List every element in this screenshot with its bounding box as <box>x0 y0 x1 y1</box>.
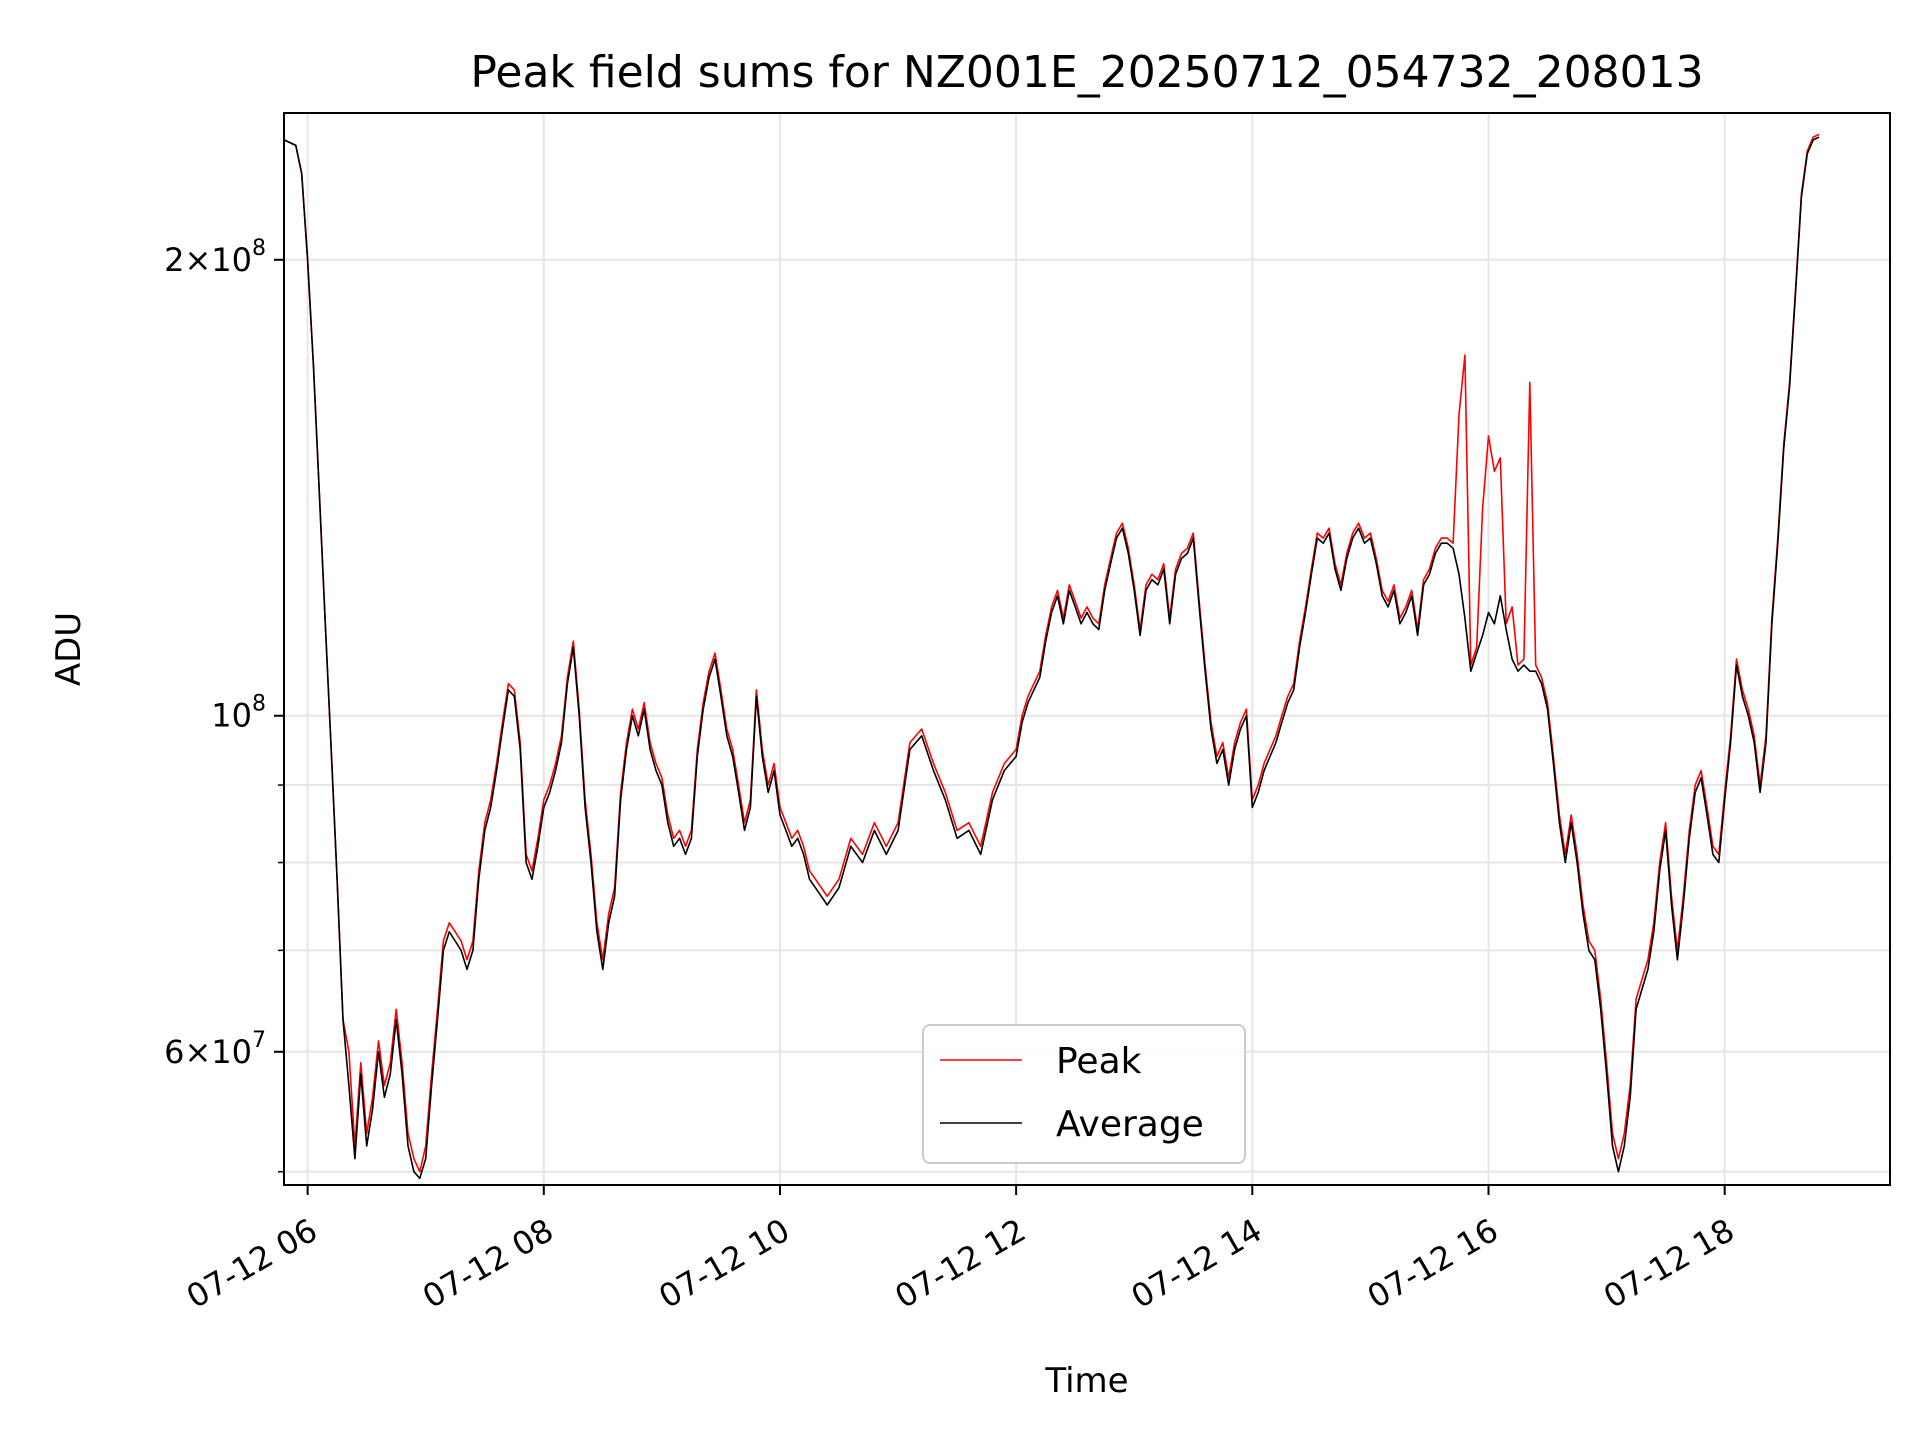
y-tick-exponent: 8 <box>252 236 266 261</box>
x-tick-label: 07-12 06 <box>180 1211 324 1316</box>
y-tick-base: 6×10 <box>164 1033 252 1071</box>
y-tick-exponent: 7 <box>252 1028 266 1053</box>
x-axis-label: Time <box>1044 1361 1128 1401</box>
y-tick-label: 2×108 <box>164 236 266 279</box>
series-line-average <box>284 136 1820 1180</box>
y-tick-exponent: 8 <box>252 692 266 717</box>
legend-peak-label: Peak <box>1056 1041 1142 1082</box>
grid <box>284 113 1890 1185</box>
plot-lines <box>284 133 1820 1180</box>
y-tick-base: 2×10 <box>164 241 252 279</box>
x-tick-label: 07-12 12 <box>889 1211 1033 1316</box>
legend-average-label: Average <box>1056 1104 1204 1145</box>
x-axis-ticks: 07-12 06 07-12 08 07-12 10 07-12 12 07-12 14… <box>180 1185 1741 1316</box>
chart-title: Peak field sums for NZ001E_20250712_0547… <box>470 47 1703 98</box>
y-axis-label: ADU <box>49 612 89 686</box>
plot-frame <box>283 112 1891 1186</box>
x-tick-label: 07-12 10 <box>652 1211 796 1316</box>
x-tick-label: 07-12 08 <box>416 1211 560 1316</box>
x-tick-label: 07-12 16 <box>1361 1211 1505 1316</box>
y-tick-label: 108 <box>211 692 266 735</box>
series-line-peak <box>284 133 1820 1173</box>
y-tick-base: 10 <box>211 697 252 735</box>
legend: Peak Average <box>922 1024 1246 1164</box>
y-tick-label: 6×107 <box>164 1028 266 1071</box>
x-tick-label: 07-12 14 <box>1125 1211 1269 1316</box>
x-tick-label: 07-12 18 <box>1597 1211 1741 1316</box>
